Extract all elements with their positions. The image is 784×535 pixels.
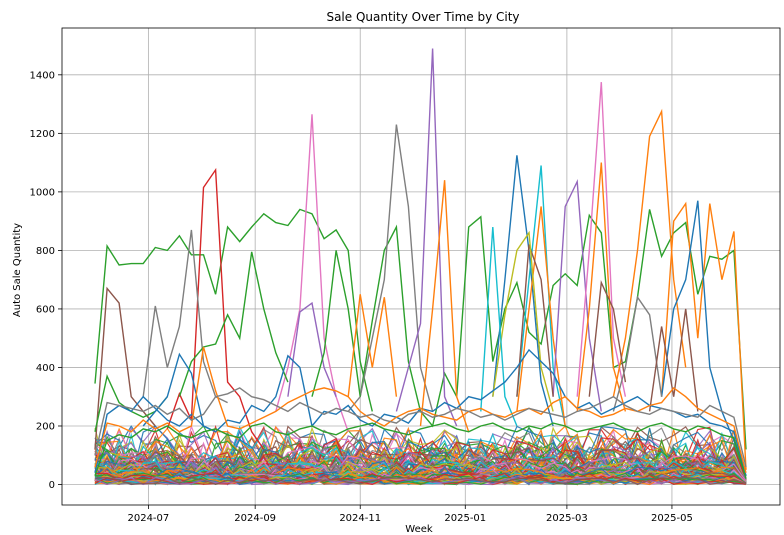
y-tick-label: 1400 (30, 70, 55, 81)
plot-area-frame (61, 27, 781, 506)
series-line (660, 201, 747, 470)
chart-title: Sale Quantity Over Time by City (326, 10, 519, 24)
y-tick-label: 1200 (30, 129, 55, 140)
y-tick-label: 0 (49, 480, 55, 491)
series-line (347, 124, 434, 412)
grid-lines (62, 28, 780, 505)
series-line (660, 200, 747, 476)
x-axis-ticks: 2024-07 2024-09 2024-11 2025-01 2025-03 2025-… (127, 505, 693, 524)
series-line (94, 425, 747, 482)
series-line (178, 251, 289, 397)
series-line (94, 476, 747, 486)
series-line (359, 209, 747, 450)
x-tick-label: 2024-09 (234, 513, 276, 524)
x-tick-label: 2025-01 (444, 513, 486, 524)
series-line (395, 48, 458, 427)
x-tick-label: 2025-05 (651, 513, 693, 524)
series-line (94, 422, 747, 479)
series-line (166, 167, 265, 450)
y-tick-label: 200 (36, 421, 55, 432)
series-line (142, 229, 228, 404)
series-lines (94, 48, 747, 479)
series-line (94, 460, 747, 484)
y-axis-ticks: 0 200 400 600 800 1000 1200 1400 (30, 70, 62, 491)
series-line (576, 82, 627, 397)
y-tick-label: 1000 (30, 187, 55, 198)
series-line (492, 155, 554, 427)
series-line (516, 206, 566, 427)
series-line (576, 162, 627, 412)
series-line (516, 244, 554, 397)
series-line (612, 295, 663, 412)
y-axis-label: Auto Sale Quantity (12, 223, 23, 317)
x-tick-label: 2024-07 (127, 513, 169, 524)
series-line (492, 230, 554, 412)
series-line (552, 178, 602, 412)
dense-series-band (94, 424, 747, 487)
series-line (311, 250, 361, 397)
series-line (648, 308, 699, 412)
series-line (419, 180, 470, 433)
series-line (347, 294, 398, 397)
y-tick-label: 400 (36, 363, 55, 374)
x-axis-label: Week (405, 524, 433, 535)
series-line (516, 165, 566, 427)
x-tick-label: 2024-11 (339, 513, 381, 524)
series-line (275, 114, 349, 433)
series-line (612, 108, 687, 397)
series-line (94, 286, 156, 450)
y-tick-label: 800 (36, 246, 55, 257)
series-line (94, 208, 373, 412)
series-line (588, 279, 627, 397)
x-tick-label: 2025-03 (546, 513, 588, 524)
series-line (94, 387, 747, 468)
y-tick-label: 600 (36, 304, 55, 315)
series-line (480, 226, 518, 427)
series-line (287, 301, 337, 397)
